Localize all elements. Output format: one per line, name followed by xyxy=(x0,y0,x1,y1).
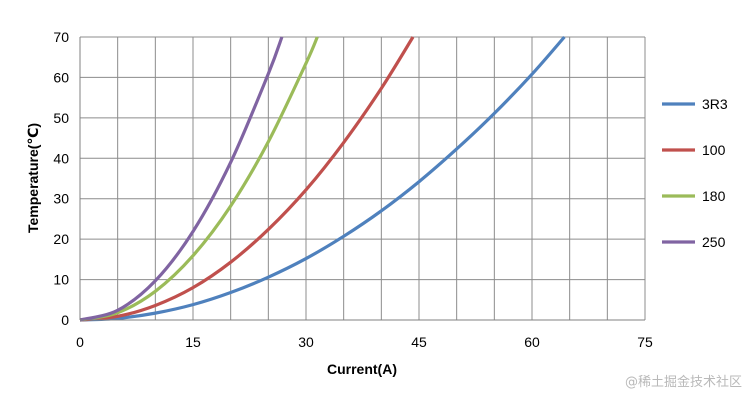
legend: 3R3 100 180 250 xyxy=(662,96,728,250)
y-tick-label: 30 xyxy=(53,191,69,207)
x-tick-label: 60 xyxy=(524,334,540,350)
y-tick-label: 40 xyxy=(53,150,69,166)
legend-label: 250 xyxy=(702,234,726,250)
grid-lines xyxy=(80,36,646,321)
legend-item-100: 100 xyxy=(662,142,726,158)
series-line-180 xyxy=(79,36,319,322)
y-tick-label: 70 xyxy=(53,29,69,45)
y-tick-label: 10 xyxy=(53,272,69,288)
y-tick-label: 20 xyxy=(53,231,69,247)
legend-item-180: 180 xyxy=(662,188,726,204)
watermark-text: @稀土掘金技术社区 xyxy=(624,375,742,390)
axes xyxy=(79,37,645,321)
x-tick-labels: 0 15 30 45 60 75 xyxy=(76,334,653,350)
y-tick-labels: 0 10 20 30 40 50 60 70 xyxy=(53,29,69,328)
legend-label: 3R3 xyxy=(702,96,728,112)
x-tick-label: 45 xyxy=(411,334,427,350)
legend-label: 180 xyxy=(702,188,726,204)
x-axis-title: Current(A) xyxy=(327,361,397,377)
legend-label: 100 xyxy=(702,142,726,158)
series-line-100 xyxy=(79,36,415,322)
series-line-250 xyxy=(79,36,284,322)
x-tick-label: 0 xyxy=(76,334,84,350)
series-lines xyxy=(79,35,566,322)
y-tick-label: 60 xyxy=(53,69,69,85)
y-tick-label: 0 xyxy=(61,312,69,328)
legend-item-3R3: 3R3 xyxy=(662,96,728,112)
x-tick-label: 15 xyxy=(185,334,201,350)
legend-item-250: 250 xyxy=(662,234,726,250)
x-tick-label: 30 xyxy=(298,334,314,350)
y-axis-title: Temperature(℃) xyxy=(25,123,41,233)
series-line-3R3 xyxy=(79,35,566,322)
y-tick-label: 50 xyxy=(53,110,69,126)
x-tick-label: 75 xyxy=(637,334,653,350)
